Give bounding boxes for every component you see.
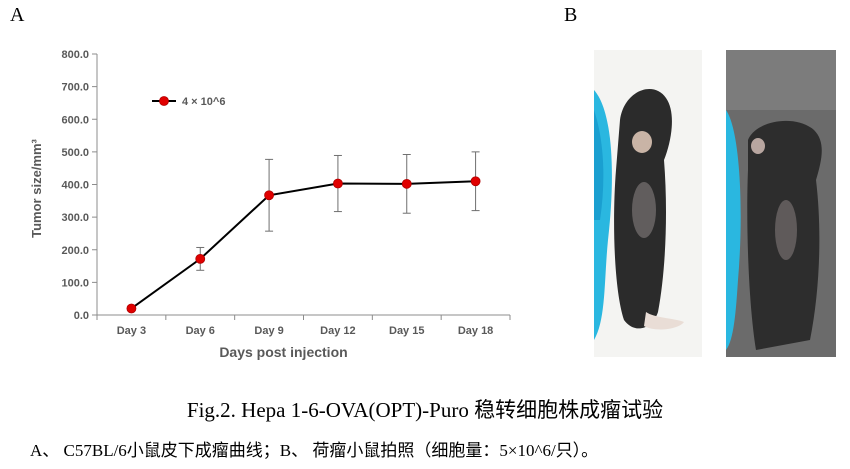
x-axis-title: Days post injection [219, 344, 347, 360]
figure-caption-subtitle: A、 C57BL/6小鼠皮下成瘤曲线；B、 荷瘤小鼠拍照（细胞量：5×10^6/… [30, 441, 599, 460]
data-point [333, 178, 343, 189]
data-point [470, 176, 481, 187]
tumor-growth-chart: 0.0 100.0 200.0 300.0 400.0 500.0 600.0 700.0 80… [29, 49, 511, 360]
data-point [264, 190, 274, 201]
y-tick-label: 600.0 [61, 114, 89, 126]
mouse-photo-1 [594, 50, 702, 357]
panel-label-a: A [10, 4, 25, 26]
x-tick-label: Day 12 [320, 325, 355, 337]
chart-marks [126, 151, 481, 314]
y-axis-title: Tumor size/mm³ [29, 138, 44, 237]
y-tick-label: 0.0 [74, 310, 89, 322]
y-tick-label: 200.0 [61, 245, 89, 257]
x-tick-label: Day 15 [389, 325, 424, 337]
y-tick-label: 100.0 [61, 277, 89, 289]
panel-label-b: B [564, 4, 578, 26]
data-point [195, 253, 206, 264]
chart-axes: 0.0 100.0 200.0 300.0 400.0 500.0 600.0 700.0 80… [29, 49, 511, 360]
x-tick-label: Day 18 [458, 325, 493, 337]
series-line [130, 180, 476, 310]
data-point [401, 178, 412, 189]
mouse-photo-2 [726, 50, 836, 357]
x-tick-label: Day 9 [254, 325, 283, 337]
legend-marker [159, 96, 169, 106]
chart-legend: 4 × 10^6 [152, 96, 225, 108]
legend-label: 4 × 10^6 [182, 96, 225, 108]
data-point [126, 303, 137, 314]
y-tick-label: 700.0 [61, 82, 89, 94]
y-tick-label: 500.0 [61, 147, 89, 159]
x-tick-label: Day 3 [117, 325, 146, 337]
figure-caption-title: Fig.2. Hepa 1-6-OVA(OPT)-Puro 稳转细胞株成瘤试验 [186, 398, 664, 422]
y-tick-label: 400.0 [61, 180, 89, 192]
y-tick-label: 300.0 [61, 212, 89, 224]
x-tick-label: Day 6 [186, 325, 215, 337]
y-tick-label: 800.0 [61, 49, 89, 61]
